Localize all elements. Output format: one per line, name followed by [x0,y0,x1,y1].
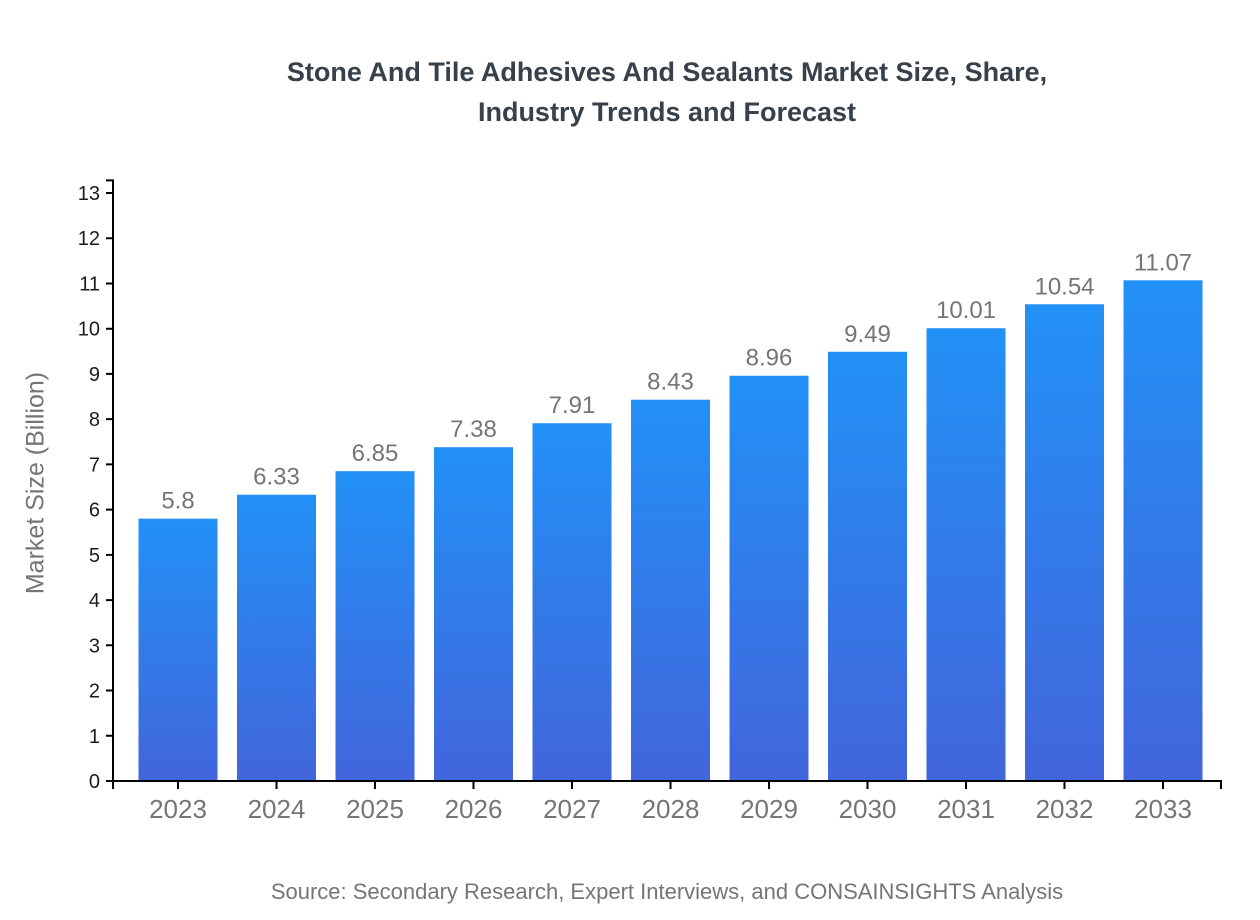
bar-2025 [335,471,415,781]
y-tick-label: 7 [89,454,100,476]
y-tick-label: 8 [89,409,100,431]
bar-2028 [631,399,710,781]
bar-2026 [434,447,513,781]
bar-2029 [729,375,809,781]
bar-value-label: 7.38 [450,416,497,443]
source-note: Source: Secondary Research, Expert Inter… [270,879,1064,904]
x-tick-label: 2025 [346,794,404,824]
x-tick-label: 2029 [740,794,798,824]
y-tick-label: 13 [78,183,100,205]
x-tick-label: 2030 [839,794,897,824]
x-tick-label: 2026 [445,794,503,824]
x-tick-label: 2028 [642,794,700,824]
y-tick-label: 1 [89,726,100,748]
y-tick-label: 0 [89,771,100,793]
x-axis-line [112,780,1222,789]
bar-value-label: 7.91 [549,392,596,419]
bar-2027 [532,423,612,781]
y-tick-label: 11 [79,273,100,295]
chart-title: Stone And Tile Adhesives And Sealants Ma… [113,52,1221,132]
bar-2033 [1123,280,1203,781]
bar-2030 [828,351,907,781]
chart-title-line2: Industry Trends and Forecast [477,97,857,127]
y-tick-label: 10 [78,319,100,341]
x-tick-label: 2031 [937,794,995,824]
bar-value-label: 6.33 [253,464,300,491]
x-axis-ticks [177,781,1164,789]
chart-title-line1: Stone And Tile Adhesives And Sealants Ma… [286,57,1048,87]
bar-2031 [926,328,1006,781]
bar-value-label: 10.54 [1034,273,1094,300]
bar-value-label: 8.96 [746,345,793,372]
x-tick-label: 2027 [543,794,601,824]
x-tick-label: 2023 [149,794,207,824]
bar-value-label: 9.49 [844,321,891,348]
y-tick-label: 5 [89,545,100,567]
y-tick-label: 4 [89,590,100,612]
bar-value-label: 5.8 [161,488,194,515]
y-tick-label: 3 [89,635,100,657]
bar-2024 [237,494,316,781]
x-tick-label: 2032 [1036,794,1094,824]
x-tick-label: 2024 [248,794,306,824]
x-tick-label: 2033 [1134,794,1192,824]
y-tick-label: 6 [89,500,100,522]
bar-value-label: 6.85 [352,440,399,467]
y-tick-label: 2 [89,681,100,703]
bar-value-label: 8.43 [647,369,694,396]
bar-value-label: 10.01 [936,297,996,324]
bar-2032 [1025,304,1104,781]
bar-value-label: 11.07 [1134,249,1192,276]
y-axis-line [106,179,114,781]
y-tick-label: 9 [89,364,100,386]
bar-2023 [138,518,218,781]
y-tick-label: 12 [78,228,100,250]
y-axis-ticks [106,192,113,782]
